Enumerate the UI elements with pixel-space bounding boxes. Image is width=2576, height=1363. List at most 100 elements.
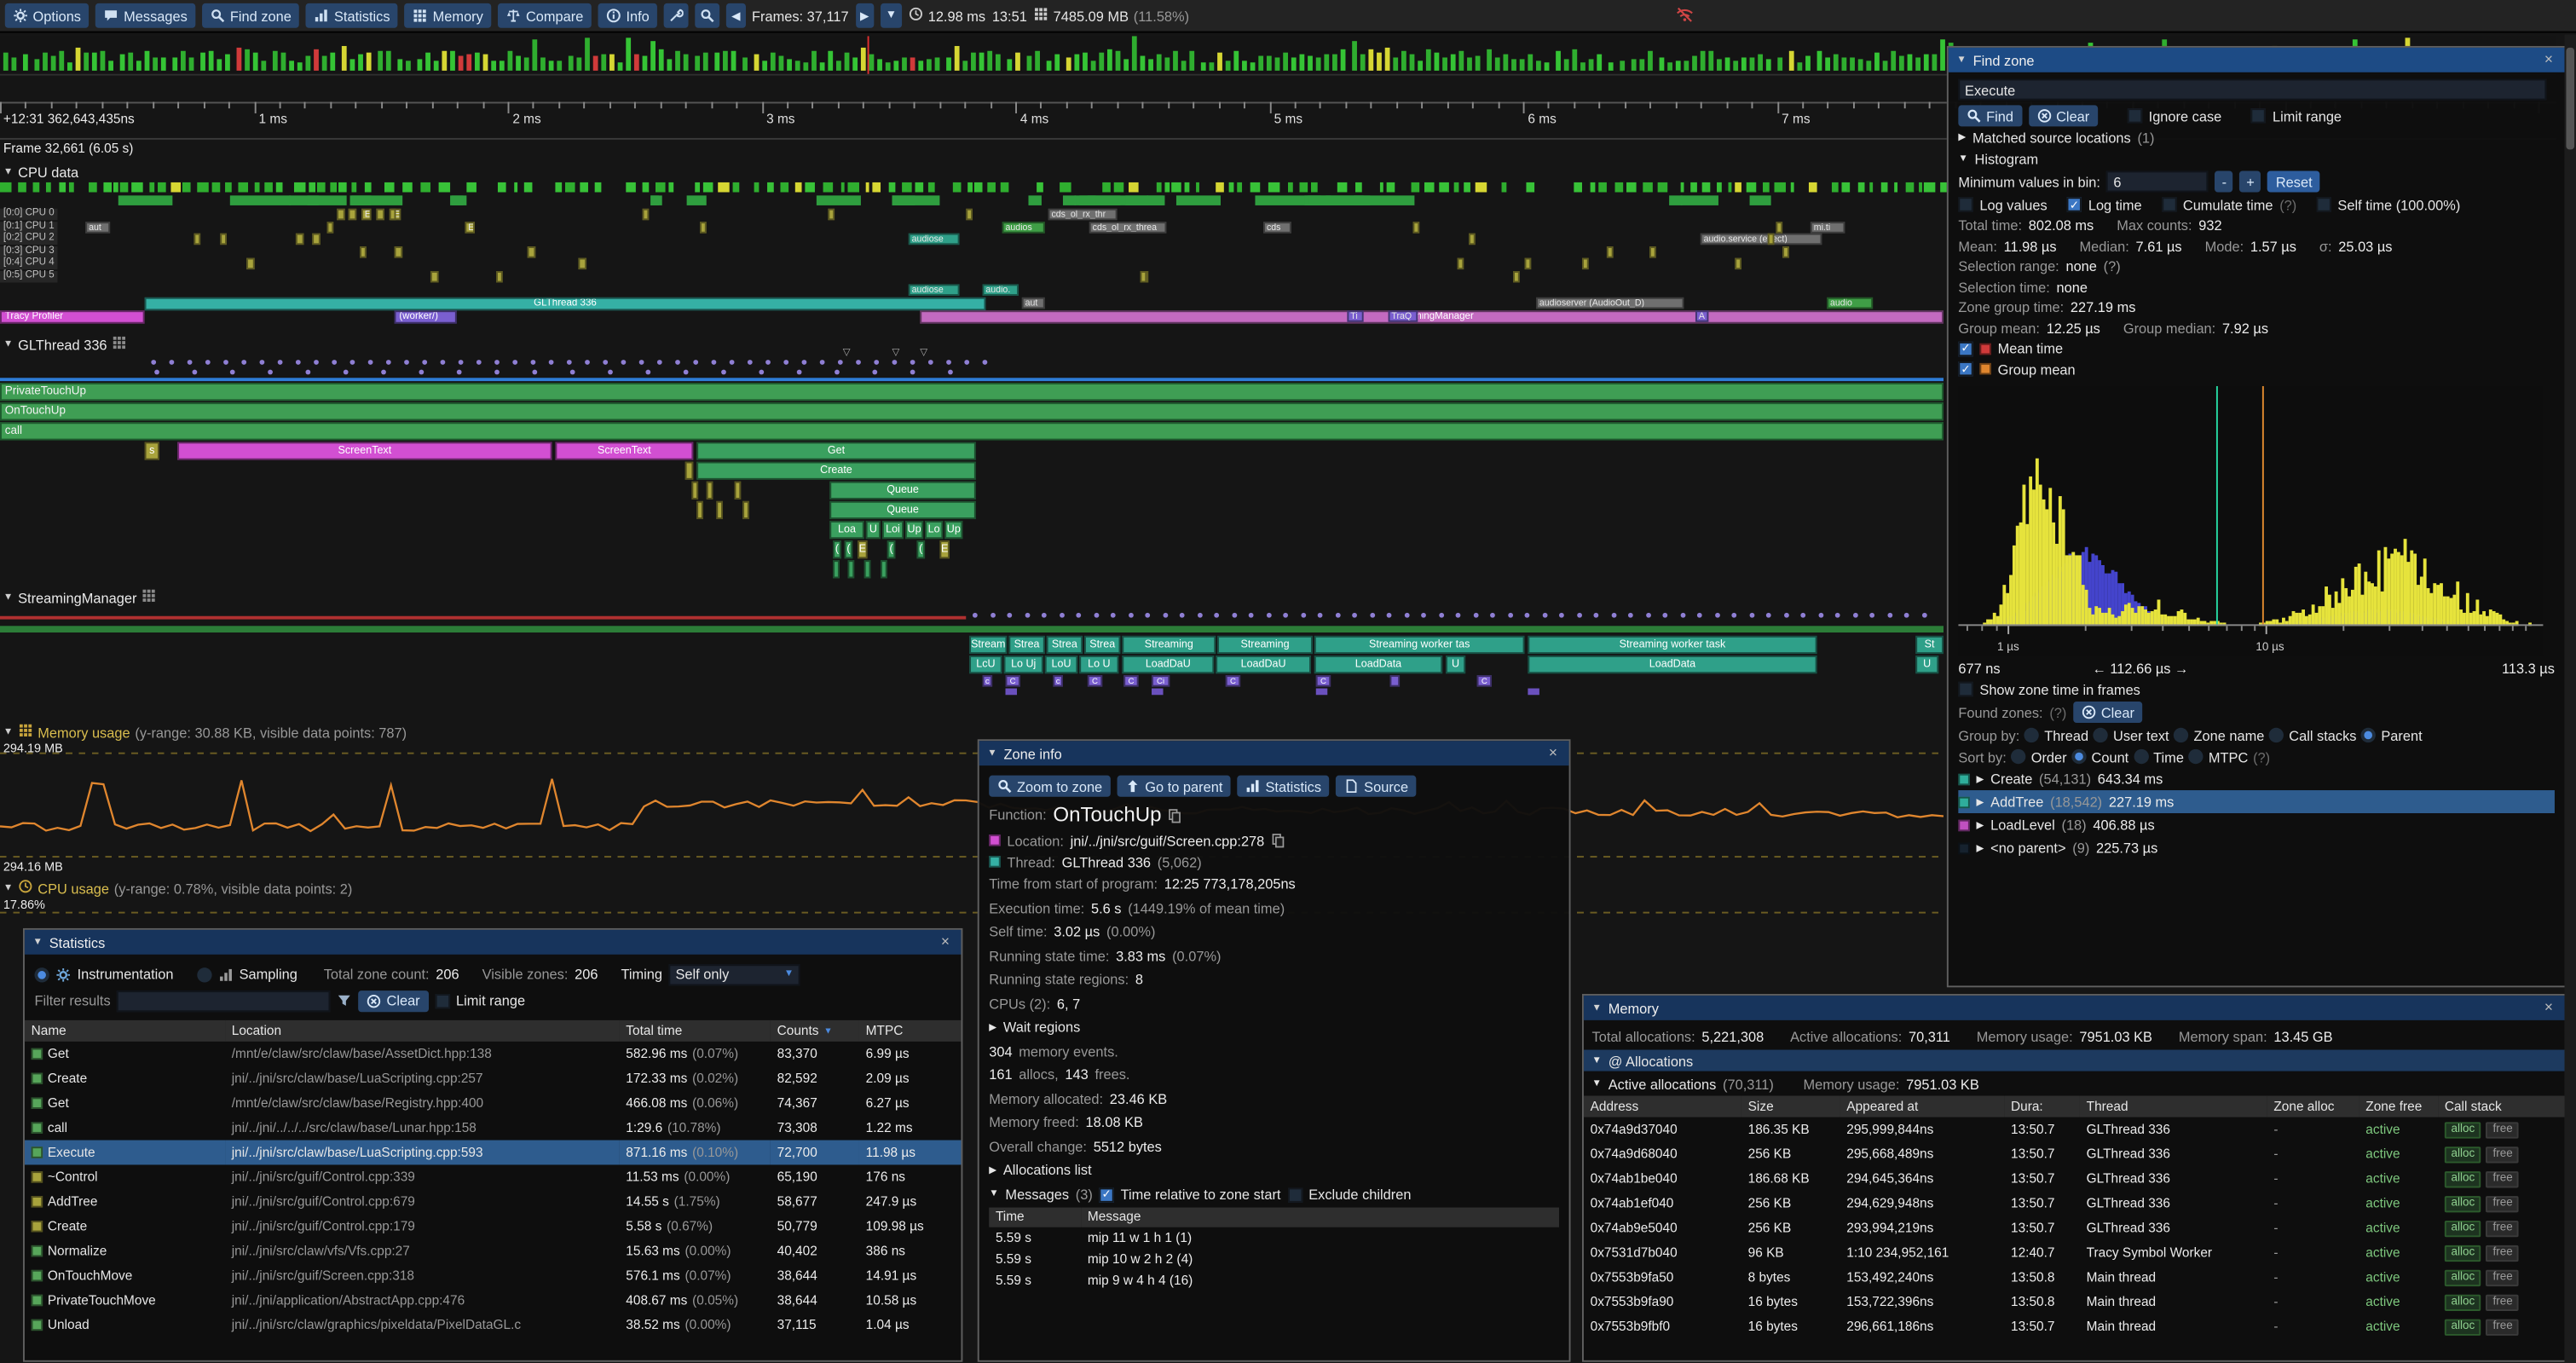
frame-bar[interactable] [349,59,355,71]
cpu-zone-chip[interactable]: A [1695,310,1709,322]
frame-bar[interactable] [1503,55,1509,71]
frame-bar[interactable] [971,53,976,71]
column-header[interactable]: Time [989,1206,1082,1227]
toolbar-button-find-zone[interactable]: Find zone [202,3,300,28]
frame-bar[interactable] [585,37,590,71]
frame-bar[interactable] [136,60,142,71]
messages-row[interactable]: ▼ Messages (3) ✓ Time relative to zone start… [989,1182,1559,1207]
frame-bar[interactable] [1608,61,1614,71]
table-row-mtpc[interactable]: 14.91 µs [859,1263,961,1288]
column-header[interactable]: Zone alloc [2267,1095,2359,1118]
cpu-zone-chip[interactable]: audioserver (AudioOut_D) [1536,296,1684,309]
window-titlebar[interactable]: ▼ Find zone × [1948,47,2565,72]
frame-bar[interactable] [1046,61,1052,71]
table-row-name[interactable]: PrivateTouchMove [25,1288,225,1313]
table-row-counts[interactable]: 38,644 [771,1263,859,1288]
table-row-name[interactable]: AddTree [25,1189,225,1214]
table-row-mtpc[interactable]: 1.04 µs [859,1313,961,1337]
table-row-location[interactable]: jni/../jni/src/guif/Control.cpp:339 [225,1164,620,1189]
allocation-address[interactable]: 0x74ab9e5040 [1584,1216,1741,1240]
frame-bar[interactable] [819,61,825,71]
frame-bar[interactable] [1544,61,1550,71]
zone-bar[interactable]: LoadData [1528,655,1817,674]
table-row-location[interactable]: jni/../jni/../../../src/claw/base/Lunar.… [225,1116,620,1141]
frame-bar[interactable] [128,52,134,71]
sort-by-count-radio[interactable] [2071,748,2087,765]
free-callstack-button[interactable]: free [2486,1244,2520,1262]
frame-bar[interactable] [557,60,563,71]
found-zone-group[interactable]: ▶ <no parent> (9) 225.73 µs [1958,836,2555,859]
frame-bar[interactable] [731,49,736,71]
zone-bar[interactable]: Streaming worker tas [1314,635,1525,655]
frame-bar[interactable] [568,55,574,71]
table-row-total[interactable]: 15.63 ms (0.00%) [620,1239,771,1263]
table-row-total[interactable]: 172.33 ms (0.02%) [620,1066,771,1091]
log-time-checkbox[interactable]: ✓ [2066,197,2082,212]
open-zone-band[interactable]: PrivateTouchUp [0,383,1944,401]
frame-bar[interactable] [1563,59,1569,71]
frame-bar[interactable] [1099,51,1105,71]
zone-bar[interactable]: E [939,540,950,559]
frame-bar[interactable] [144,51,150,71]
cpu-zone-chip[interactable]: cds_ol_rx_thr [1048,208,1118,221]
alloc-callstack-button[interactable]: alloc [2444,1318,2482,1335]
frame-bar[interactable] [160,57,166,71]
zone-bar[interactable]: Lo U [1079,655,1119,674]
table-row-counts[interactable]: 50,779 [771,1214,859,1239]
frame-bar[interactable] [1588,60,1594,71]
frame-bar[interactable] [1724,57,1730,71]
frame-bar[interactable] [1242,61,1247,71]
table-row-counts[interactable]: 65,190 [771,1164,859,1189]
cpu-zone-chip[interactable] [312,234,321,245]
frame-bar[interactable] [1442,58,1447,71]
free-callstack-button[interactable]: free [2486,1220,2520,1237]
frame-bar[interactable] [1015,52,1020,71]
frame-bar[interactable] [1007,59,1013,71]
frame-bar[interactable] [1850,56,1855,71]
frame-bar[interactable] [1401,51,1406,71]
frame-bar[interactable] [1816,50,1822,71]
free-callstack-button[interactable]: free [2486,1170,2520,1187]
alloc-callstack-button[interactable]: alloc [2444,1195,2482,1212]
cpu-zone-chip[interactable] [394,245,403,258]
frame-bar[interactable] [1882,61,1888,71]
zone-bar[interactable]: LcU [969,655,1002,674]
frame-bar[interactable] [378,50,384,71]
frame-bar[interactable] [714,52,720,71]
frame-bar[interactable] [450,51,455,71]
frame-bar[interactable] [321,56,327,71]
frame-bar[interactable] [835,61,841,71]
frame-bar[interactable] [1360,54,1366,71]
zone-bar[interactable] [847,560,855,579]
alloc-callstack-button[interactable]: alloc [2444,1121,2482,1138]
window-titlebar[interactable]: ▼ Statistics × [24,929,962,955]
frame-bar[interactable] [200,51,205,71]
zone-bar[interactable] [863,560,871,579]
frame-bar[interactable] [946,56,951,71]
group-by-zone-name-radio[interactable] [2174,727,2189,743]
frame-bar[interactable] [633,54,639,71]
allocation-address[interactable]: 0x74ab1be040 [1584,1166,1741,1191]
frame-bar[interactable] [225,55,230,71]
free-callstack-button[interactable]: free [2486,1293,2520,1311]
table-row-total[interactable]: 11.53 ms (0.00%) [620,1164,771,1189]
frame-bar[interactable] [91,51,97,71]
table-row-name[interactable]: OnTouchMove [25,1263,225,1288]
frame-bar[interactable] [1107,49,1112,71]
table-row-location[interactable]: jni/../jni/src/guif/Screen.cpp:318 [225,1263,620,1288]
cpu-zone-chip[interactable] [295,234,304,245]
table-row-total[interactable]: 466.08 ms (0.06%) [620,1091,771,1116]
frame-bar[interactable] [474,53,480,71]
frame-bar[interactable] [1315,56,1321,71]
frame-bar[interactable] [1907,53,1913,71]
table-row-total[interactable]: 871.16 ms (0.10%) [619,1140,771,1165]
column-header[interactable]: Appeared at [1840,1095,2005,1118]
frame-bar[interactable] [1250,61,1256,71]
table-row-mtpc[interactable]: 386 ns [859,1239,961,1263]
table-row-location[interactable]: jni/../jni/src/guif/Control.cpp:679 [225,1189,620,1214]
frame-bar[interactable] [770,53,776,71]
instrumentation-radio[interactable] [34,967,49,982]
group-by-thread-radio[interactable] [2024,727,2040,743]
prev-frame-button[interactable]: ◀ [726,3,746,28]
cpu-zone-chip[interactable]: audio [1827,296,1874,309]
